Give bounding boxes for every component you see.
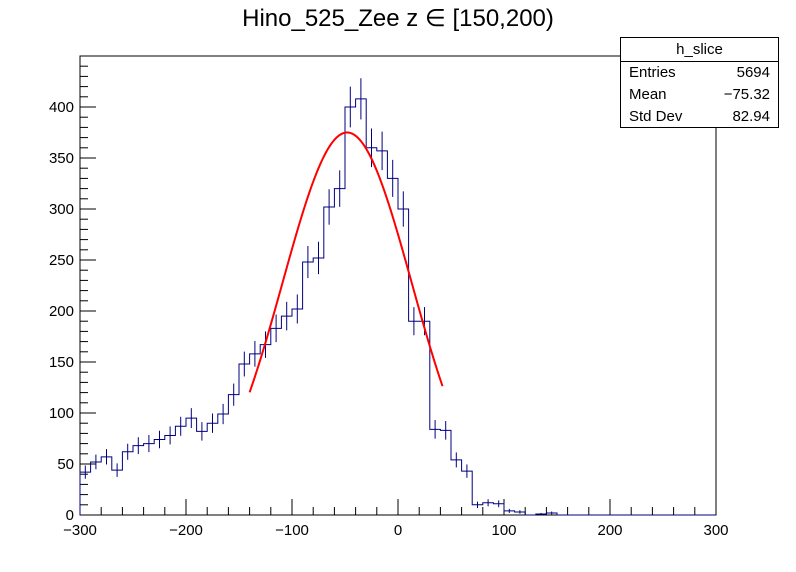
x-tick-label: −200: [169, 522, 203, 539]
y-axis: 0 50 100 150 200 250 300 350 400: [49, 55, 96, 524]
gaussian-fit-curve: [248, 131, 444, 393]
x-tick-label: 300: [703, 522, 728, 539]
y-tick-label: 200: [49, 303, 74, 320]
stats-value: −75.32: [723, 86, 770, 103]
chart-title: Hino_525_Zee z ∈ [150,200): [242, 5, 554, 32]
stats-label: Std Dev: [629, 108, 683, 125]
x-tick-label: 0: [394, 522, 402, 539]
y-tick-label: 400: [49, 99, 74, 116]
error-bars: [84, 78, 553, 515]
stats-box-title: h_slice: [621, 38, 778, 62]
stats-box: h_slice Entries 5694 Mean −75.32 Std Dev…: [620, 37, 779, 128]
y-tick-label: 250: [49, 252, 74, 269]
y-tick-label: 300: [49, 201, 74, 218]
stats-row-entries: Entries 5694: [621, 62, 778, 84]
x-axis: −300 −200 −100 0 100 200 300: [63, 499, 729, 539]
x-tick-label: −100: [275, 522, 309, 539]
y-tick-label: 0: [66, 507, 74, 524]
y-tick-label: 350: [49, 150, 74, 167]
x-tick-label: −300: [63, 522, 97, 539]
y-tick-label: 150: [49, 354, 74, 371]
histogram-series: [79, 98, 716, 516]
stats-value: 5694: [736, 64, 770, 81]
y-tick-label: 50: [57, 456, 74, 473]
x-tick-label: 200: [597, 522, 622, 539]
x-tick-label: 100: [491, 522, 516, 539]
stats-row-stddev: Std Dev 82.94: [621, 106, 778, 128]
y-tick-label: 100: [49, 405, 74, 422]
stats-row-mean: Mean −75.32: [621, 84, 778, 106]
stats-value: 82.94: [732, 108, 770, 125]
stats-label: Entries: [629, 64, 676, 81]
stats-label: Mean: [629, 86, 667, 103]
